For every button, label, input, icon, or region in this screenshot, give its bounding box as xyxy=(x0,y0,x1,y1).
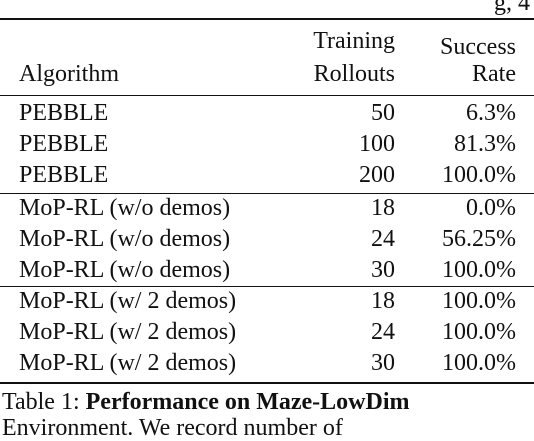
rollouts-cell: 18 xyxy=(371,288,395,314)
rollouts-cell: 24 xyxy=(371,319,395,345)
header-bottom-rule xyxy=(0,95,534,96)
rollouts-cell: 50 xyxy=(371,100,395,126)
success-rate-cell: 6.3% xyxy=(466,100,516,126)
table-top-rule xyxy=(0,18,534,20)
header-rollouts-line2: Rollouts xyxy=(313,61,395,87)
success-rate-cell: 81.3% xyxy=(454,131,516,157)
algorithm-cell: MoP-RL (w/ 2 demos) xyxy=(19,288,237,314)
algorithm-cell: MoP-RL (w/o demos) xyxy=(19,195,231,221)
rollouts-cell: 30 xyxy=(371,257,395,283)
group-separator-rule xyxy=(0,286,534,287)
algorithm-cell: MoP-RL (w/o demos) xyxy=(19,257,231,283)
previous-text-fragment: g, 4 xyxy=(494,0,530,16)
caption-continuation: Environment. We record number of xyxy=(2,415,343,441)
success-rate-cell: 100.0% xyxy=(442,162,516,188)
rollouts-cell: 100 xyxy=(359,131,395,157)
success-rate-cell: 100.0% xyxy=(442,288,516,314)
table-caption: Table 1: Performance on Maze-LowDim xyxy=(2,389,410,415)
header-algorithm: Algorithm xyxy=(19,61,119,87)
rollouts-cell: 200 xyxy=(359,162,395,188)
success-rate-cell: 0.0% xyxy=(466,195,516,221)
success-rate-cell: 100.0% xyxy=(442,350,516,376)
algorithm-cell: MoP-RL (w/o demos) xyxy=(19,226,231,252)
algorithm-cell: PEBBLE xyxy=(19,131,109,157)
caption-title: Performance on Maze-LowDim xyxy=(85,389,410,415)
group-separator-rule xyxy=(0,193,534,194)
success-rate-cell: 100.0% xyxy=(442,319,516,345)
algorithm-cell: PEBBLE xyxy=(19,162,109,188)
header-success-line2: Rate xyxy=(472,61,516,87)
table-bottom-rule xyxy=(0,382,534,384)
success-rate-cell: 56.25% xyxy=(442,226,516,252)
algorithm-cell: MoP-RL (w/ 2 demos) xyxy=(19,319,237,345)
rollouts-cell: 24 xyxy=(371,226,395,252)
caption-label: Table 1: xyxy=(2,389,80,415)
success-rate-cell: 100.0% xyxy=(442,257,516,283)
rollouts-cell: 30 xyxy=(371,350,395,376)
rollouts-cell: 18 xyxy=(371,195,395,221)
algorithm-cell: PEBBLE xyxy=(19,100,109,126)
header-success-line1: Success xyxy=(440,34,516,60)
algorithm-cell: MoP-RL (w/ 2 demos) xyxy=(19,350,237,376)
header-rollouts-line1: Training xyxy=(313,28,395,54)
